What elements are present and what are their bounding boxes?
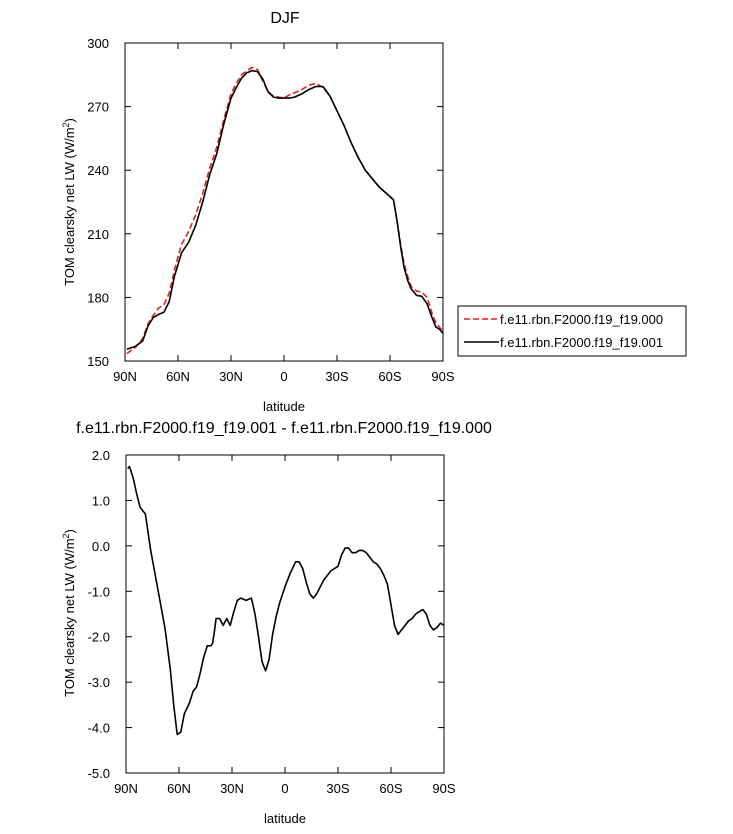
legend: f.e11.rbn.F2000.f19_f19.000 f.e11.rbn.F2… — [457, 305, 687, 357]
bottom-y-tick-label: -1.0 — [88, 584, 110, 599]
bottom-y-tick-label: 0.0 — [92, 539, 110, 554]
top-x-tick-label: 30N — [219, 369, 243, 384]
bottom-x-tick-label: 30N — [220, 781, 244, 796]
top-series-line-1 — [126, 69, 444, 351]
bottom-plot-frame — [125, 454, 445, 774]
top-x-tick-label: 60N — [166, 369, 190, 384]
bottom-x-axis-title: latitude — [264, 811, 306, 826]
top-y-tick-label: 240 — [87, 163, 109, 178]
bottom-x-tick-label: 0 — [281, 781, 288, 796]
bottom-y-axis-title: TOM clearsky net LW (W/m2) — [61, 529, 77, 697]
top-x-tick-label: 0 — [280, 369, 287, 384]
bottom-x-tick-label: 90N — [114, 781, 138, 796]
bottom-y-tick-label: -4.0 — [88, 721, 110, 736]
top-y-tick-label: 150 — [87, 354, 109, 369]
top-x-tick-label: 30S — [325, 369, 348, 384]
top-plot-frame — [124, 42, 444, 362]
top-x-tick-label: 90S — [431, 369, 454, 384]
bottom-x-tick-label: 60N — [167, 781, 191, 796]
top-plot-title: DJF — [270, 10, 300, 27]
bottom-panel: f.e11.rbn.F2000.f19_f19.001 - f.e11.rbn.… — [61, 420, 492, 826]
bottom-y-tick-label: -5.0 — [88, 766, 110, 781]
top-x-tick-label: 90N — [113, 369, 137, 384]
bottom-x-tick-label: 90S — [432, 781, 455, 796]
bottom-x-tick-label: 30S — [326, 781, 349, 796]
top-y-tick-label: 300 — [87, 36, 109, 51]
bottom-series-line-0 — [127, 465, 445, 736]
legend-label-series-0: f.e11.rbn.F2000.f19_f19.000 — [500, 312, 663, 327]
bottom-y-tick-label: 2.0 — [92, 448, 110, 463]
legend-label-series-1: f.e11.rbn.F2000.f19_f19.001 — [500, 335, 663, 350]
top-series-line-0 — [126, 66, 444, 355]
bottom-x-tick-label: 60S — [379, 781, 402, 796]
legend-box — [457, 305, 687, 357]
top-y-tick-label: 180 — [87, 290, 109, 305]
top-panel: DJF 90N 60N 30N 0 30S 60S 90S 150 180 210 240 270 30… — [61, 10, 687, 414]
top-y-axis-title: TOM clearsky net LW (W/m2) — [61, 118, 77, 286]
top-y-tick-label: 270 — [87, 100, 109, 115]
bottom-y-tick-label: -3.0 — [88, 675, 110, 690]
top-x-axis-title: latitude — [263, 399, 305, 414]
top-x-tick-label: 60S — [378, 369, 401, 384]
bottom-y-tick-label: 1.0 — [92, 493, 110, 508]
top-y-tick-label: 210 — [87, 227, 109, 242]
bottom-y-tick-label: -2.0 — [88, 630, 110, 645]
bottom-plot-title: f.e11.rbn.F2000.f19_f19.001 - f.e11.rbn.… — [76, 420, 492, 437]
